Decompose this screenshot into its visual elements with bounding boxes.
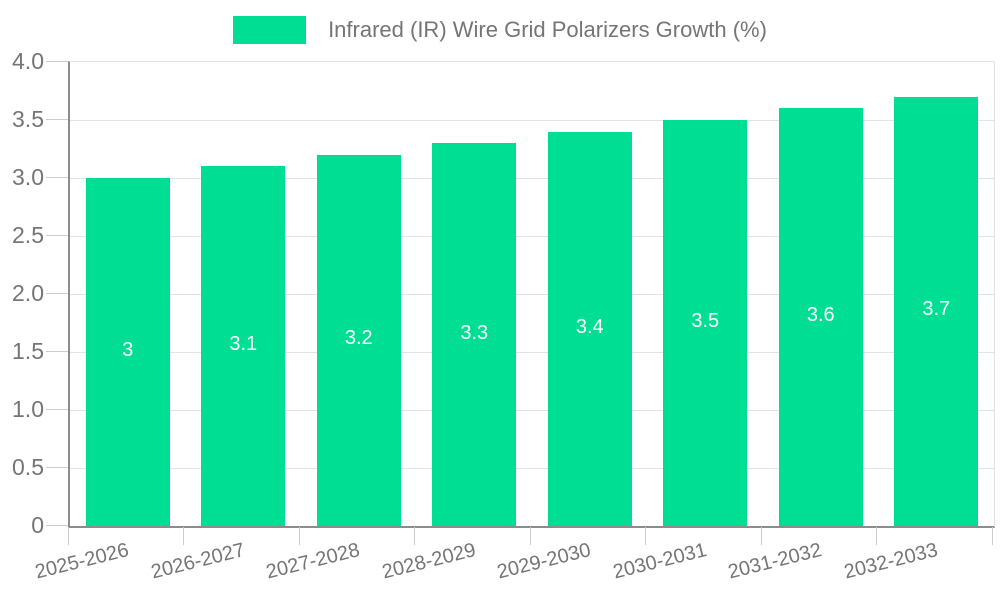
y-tick-label: 0.5 — [12, 454, 44, 480]
bar-value-label: 3.3 — [460, 321, 489, 344]
bar[interactable]: 3.3 — [432, 143, 517, 526]
gridline — [70, 177, 994, 179]
gridline — [70, 293, 994, 295]
legend-label: Infrared (IR) Wire Grid Polarizers Growt… — [328, 17, 767, 42]
x-tick-label: 2029-2030 — [494, 539, 594, 584]
x-axis-tick — [529, 527, 531, 545]
y-axis-tick — [46, 292, 68, 294]
x-tick-label: 2030-2031 — [610, 539, 709, 584]
bar[interactable]: 3.7 — [894, 96, 979, 526]
y-tick-label: 3.5 — [12, 106, 44, 132]
x-axis-tick — [298, 527, 300, 545]
x-axis-tick — [645, 527, 646, 545]
bar-value-label: 3.7 — [922, 298, 951, 321]
bar[interactable]: 3.2 — [316, 154, 401, 526]
bar-value-label: 3.6 — [806, 304, 835, 327]
y-tick-label: 3.0 — [12, 164, 44, 190]
y-tick-label: 1.5 — [12, 338, 44, 364]
x-axis-tick — [183, 527, 184, 545]
y-axis-tick — [46, 234, 68, 236]
gridline — [70, 409, 994, 411]
x-tick-label: 2028-2029 — [379, 539, 478, 584]
y-axis-tick — [46, 118, 68, 120]
y-axis-tick — [46, 408, 68, 410]
x-tick-label: 2032-2033 — [841, 539, 940, 584]
y-axis-tick — [46, 350, 68, 352]
bar[interactable]: 3 — [85, 178, 170, 526]
bar-value-label: 3.1 — [229, 333, 258, 356]
x-axis-tick — [876, 527, 877, 545]
x-axis-tick — [414, 527, 415, 545]
bar-value-label: 3 — [122, 339, 134, 361]
y-axis-tick — [46, 524, 68, 526]
x-axis-tick — [67, 527, 69, 545]
x-axis-tick — [760, 527, 762, 545]
y-tick-label: 0 — [31, 512, 44, 538]
bar-value-label: 3.5 — [691, 310, 720, 332]
gridline — [70, 119, 994, 121]
x-tick-label: 2031-2032 — [725, 539, 825, 584]
x-tick-label: 2027-2028 — [263, 539, 363, 584]
bar[interactable]: 3.1 — [201, 166, 286, 526]
bar[interactable]: 3.5 — [663, 120, 748, 526]
bar-value-label: 3.2 — [344, 327, 373, 350]
legend-swatch — [233, 16, 307, 44]
x-tick-label: 2025-2026 — [32, 539, 132, 584]
chart-legend[interactable]: Infrared (IR) Wire Grid Polarizers Growt… — [0, 16, 1000, 44]
y-axis-tick — [46, 466, 68, 468]
bar[interactable]: 3.6 — [778, 108, 863, 526]
x-tick-label: 2026-2027 — [148, 539, 247, 584]
bar[interactable]: 3.4 — [547, 131, 632, 526]
gridline — [70, 235, 994, 237]
y-tick-label: 4.0 — [12, 48, 44, 74]
bar-value-label: 3.4 — [575, 315, 604, 338]
y-axis-tick — [46, 176, 68, 178]
gridline — [70, 351, 994, 353]
plot-area: 3 3.1 3.2 3.3 3.4 3.5 3.6 3.7 — [68, 61, 995, 528]
x-axis-tick — [991, 527, 993, 545]
gridline — [70, 467, 994, 469]
y-tick-label: 2.0 — [12, 280, 44, 306]
y-tick-label: 1.0 — [12, 396, 44, 422]
y-axis-tick — [46, 60, 68, 62]
y-tick-label: 2.5 — [12, 222, 44, 248]
